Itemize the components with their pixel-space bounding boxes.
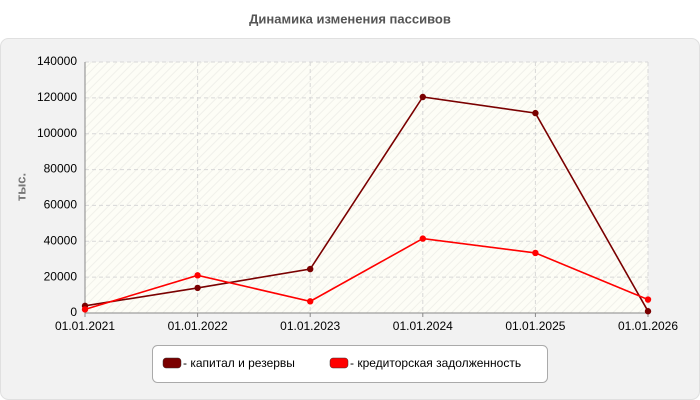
data-point	[307, 298, 314, 305]
data-point	[644, 296, 652, 303]
plot-area	[85, 62, 648, 313]
data-point	[194, 272, 201, 279]
y-tick-label: 140000	[37, 54, 77, 68]
y-tick-label: 60000	[44, 198, 78, 212]
y-tick-label: 40000	[44, 233, 78, 247]
data-point	[419, 235, 426, 242]
data-point	[532, 249, 539, 257]
y-tick-label: 80000	[44, 162, 78, 176]
data-point	[81, 306, 89, 313]
line-series	[84, 96, 649, 312]
data-point	[419, 93, 426, 101]
y-tick-label: 100000	[37, 126, 77, 140]
data-point	[644, 308, 652, 315]
legend-marker	[162, 357, 182, 369]
x-tick-label: 01.01.2023	[280, 319, 340, 333]
legend-marker	[329, 357, 349, 369]
x-tick-label: 01.01.2021	[55, 319, 115, 333]
x-tick-label: 01.01.2026	[618, 319, 678, 333]
data-point	[194, 284, 201, 292]
data-point	[307, 265, 314, 273]
chart-title: Динамика изменения пассивов	[249, 11, 451, 26]
y-axis-label: тыс.	[13, 173, 28, 201]
x-tick-label: 01.01.2025	[505, 319, 565, 333]
y-tick-label: 20000	[44, 269, 78, 283]
legend-label: - капитал и резервы	[183, 356, 295, 370]
y-tick-label: 0	[70, 305, 77, 319]
legend-label: - кредиторская задолженность	[350, 356, 521, 370]
data-point	[532, 109, 539, 117]
legend	[152, 345, 548, 383]
x-tick-label: 01.01.2022	[168, 319, 228, 333]
line-series	[84, 237, 649, 311]
x-tick-label: 01.01.2024	[393, 319, 453, 333]
y-tick-label: 120000	[37, 90, 77, 104]
